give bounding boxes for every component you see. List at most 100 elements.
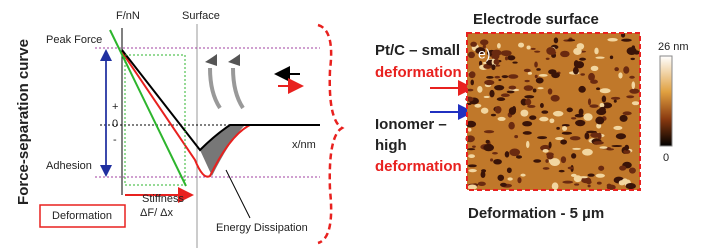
texture: [583, 113, 592, 121]
texture: [500, 183, 507, 187]
texture: [529, 115, 536, 120]
texture: [614, 100, 617, 103]
texture: [560, 51, 570, 57]
texture: [607, 38, 617, 41]
texture: [492, 152, 498, 154]
deformation-label: Deformation: [52, 210, 112, 222]
texture: [526, 141, 529, 148]
texture: [518, 43, 524, 48]
texture: [517, 177, 521, 183]
energy-pointer: [226, 170, 250, 218]
panel-label: e): [478, 46, 490, 62]
texture: [527, 46, 531, 50]
texture: [549, 51, 556, 55]
tip-icons: [205, 54, 240, 66]
texture: [468, 169, 476, 172]
texture: [616, 133, 626, 139]
texture: [580, 73, 585, 75]
texture: [560, 139, 567, 144]
texture: [537, 87, 544, 89]
texture: [512, 62, 517, 64]
texture: [494, 85, 504, 90]
texture: [549, 118, 554, 123]
texture: [516, 155, 522, 158]
texture: [632, 101, 639, 105]
texture: [531, 48, 536, 50]
texture: [486, 76, 494, 79]
texture: [593, 141, 604, 144]
ptc-deformation: deformation: [375, 64, 462, 81]
texture: [543, 167, 550, 170]
texture: [567, 108, 573, 113]
texture: [562, 181, 573, 184]
texture: [591, 66, 599, 71]
texture: [497, 175, 504, 181]
texture: [491, 50, 501, 56]
texture: [489, 90, 494, 97]
texture: [468, 154, 475, 158]
texture: [472, 145, 476, 147]
texture: [568, 167, 574, 170]
texture: [602, 96, 606, 103]
texture: [554, 37, 558, 43]
texture: [611, 145, 622, 147]
texture: [507, 55, 515, 60]
texture: [524, 69, 531, 72]
texture: [574, 60, 579, 67]
texture: [470, 42, 477, 47]
texture: [625, 145, 630, 151]
texture: [468, 52, 475, 59]
texture: [478, 182, 486, 186]
texture: [620, 115, 628, 122]
texture: [494, 57, 499, 60]
texture: [629, 167, 636, 173]
texture: [533, 159, 541, 163]
texture: [523, 131, 532, 135]
texture: [507, 167, 512, 173]
texture: [600, 103, 605, 108]
brace: [318, 25, 342, 243]
texture: [630, 58, 634, 60]
texture: [497, 97, 505, 101]
texture: [610, 55, 613, 59]
texture: [543, 149, 549, 153]
texture: [588, 73, 595, 81]
texture: [467, 148, 475, 150]
texture: [522, 121, 532, 126]
texture: [623, 111, 632, 115]
texture: [494, 76, 500, 79]
texture: [505, 151, 510, 157]
texture: [575, 120, 585, 126]
texture: [626, 183, 636, 189]
texture: [562, 126, 567, 131]
texture: [579, 58, 586, 61]
texture: [600, 88, 611, 93]
texture: [596, 87, 600, 90]
texture: [546, 152, 554, 156]
texture: [551, 95, 560, 102]
zero: 0: [112, 118, 118, 130]
texture: [498, 117, 506, 121]
texture: [524, 95, 534, 98]
texture: [486, 140, 490, 144]
texture: [548, 88, 553, 94]
texture: [570, 136, 581, 140]
texture: [494, 59, 500, 65]
texture: [508, 122, 514, 130]
texture: [629, 89, 639, 94]
texture: [467, 184, 476, 189]
texture: [584, 133, 589, 140]
texture: [471, 80, 475, 86]
afm-image: [465, 33, 640, 190]
texture: [528, 72, 532, 75]
texture: [571, 117, 576, 119]
texture: [484, 130, 494, 133]
texture: [505, 56, 508, 60]
texture: [561, 156, 566, 163]
texture: [468, 128, 472, 132]
texture: [574, 183, 579, 185]
texture: [520, 174, 525, 177]
caption: Deformation - 5 µm: [468, 205, 604, 222]
texture: [507, 177, 512, 180]
image-title: Electrode surface: [473, 11, 599, 28]
